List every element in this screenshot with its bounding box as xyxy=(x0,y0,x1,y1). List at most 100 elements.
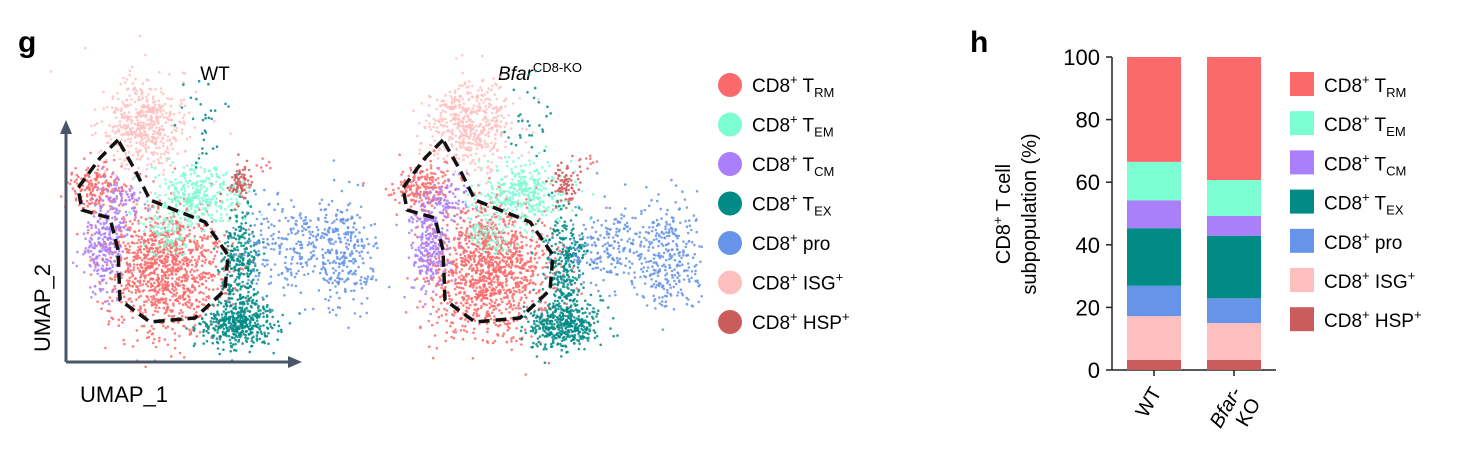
umap-point-ISG xyxy=(495,128,499,132)
umap-point-ISG xyxy=(504,105,507,108)
umap-point-pro xyxy=(356,183,360,187)
umap-point-TRM xyxy=(160,254,164,258)
umap-point-pro xyxy=(349,234,353,238)
umap-point-ISG xyxy=(110,106,114,109)
umap-point-ISG xyxy=(153,100,157,103)
umap-point-TRM xyxy=(494,323,498,327)
umap-point-pro xyxy=(323,278,326,282)
umap-point-pro xyxy=(335,291,339,295)
umap-point-HSP xyxy=(230,183,234,187)
umap-point-ISG xyxy=(473,133,477,137)
umap-point-pro xyxy=(256,278,260,282)
umap-point-ISG xyxy=(108,134,112,138)
umap-point-TEX xyxy=(224,312,228,316)
umap-point-pro xyxy=(307,226,310,229)
umap-point-TEM xyxy=(219,207,223,210)
umap-point-ISG xyxy=(152,120,155,123)
umap-point-ISG xyxy=(454,113,457,117)
umap-point-ISG xyxy=(463,134,467,137)
umap-point-TEM xyxy=(158,232,161,236)
umap-point-TRM xyxy=(171,254,175,257)
umap-point-ISG xyxy=(171,147,174,151)
umap-point-TRM xyxy=(455,271,458,275)
umap-point-pro xyxy=(365,278,369,281)
umap-point-ISG xyxy=(484,124,488,127)
umap-point-TEX xyxy=(236,248,240,252)
umap-point-TCM xyxy=(108,267,112,271)
umap-point-ISG xyxy=(185,137,189,141)
umap-point-TEM xyxy=(176,226,179,229)
umap-panel-0: WT xyxy=(49,34,391,369)
umap-point-TEM xyxy=(180,187,183,191)
umap-point-ISG xyxy=(129,144,133,148)
umap-point-TRM xyxy=(150,325,153,328)
umap-point-TEM xyxy=(193,171,196,175)
umap-point-TCM xyxy=(120,217,124,221)
umap-point-pro xyxy=(285,248,289,251)
umap-point-TCM xyxy=(96,272,99,276)
umap-point-ISG xyxy=(432,126,436,129)
umap-point-TEX xyxy=(253,257,256,260)
umap-point-TRM xyxy=(131,222,134,226)
umap-point-TRM xyxy=(155,250,159,253)
umap-point-ISG xyxy=(126,138,130,141)
umap-point-ISG xyxy=(166,97,169,100)
umap-point-TRM xyxy=(155,267,159,270)
umap-point-TCM xyxy=(95,231,98,234)
umap-point-ISG xyxy=(156,136,160,139)
umap-point-TRM xyxy=(493,315,496,318)
umap-point-pro xyxy=(369,223,373,227)
umap-point-ISG xyxy=(415,134,419,138)
umap-point-TRM xyxy=(511,297,515,300)
umap-point-TRM xyxy=(155,258,159,261)
umap-point-TEX xyxy=(236,320,240,323)
umap-point-TEX xyxy=(246,266,250,270)
umap-point-TEX xyxy=(240,226,243,230)
umap-point-TRM xyxy=(210,227,213,231)
umap-point-TRM xyxy=(144,225,148,229)
umap-point-pro xyxy=(365,280,368,284)
umap-point-TEX xyxy=(265,314,269,317)
umap-point-TRM xyxy=(120,276,123,280)
umap-point-TEX xyxy=(204,313,208,316)
umap-point-TRM xyxy=(178,275,181,279)
umap-point-TRM xyxy=(507,288,511,292)
umap-point-TRM xyxy=(465,299,469,302)
umap-point-TRM xyxy=(123,218,126,221)
umap-point-TRM xyxy=(150,237,153,241)
umap-point-ISG xyxy=(136,119,139,122)
umap-point-ISG xyxy=(486,171,489,175)
umap-point-ISG xyxy=(152,132,155,136)
umap-point-ISG xyxy=(119,138,123,142)
umap-point-TCM xyxy=(111,289,115,293)
umap-point-TRM xyxy=(464,283,467,287)
umap-point-TEM xyxy=(218,219,222,223)
umap-point-TEM xyxy=(208,169,212,172)
umap-point-ISG xyxy=(141,141,145,145)
umap-point-ISG xyxy=(139,149,143,152)
umap-point-pro xyxy=(331,281,334,285)
umap-point-TRM xyxy=(528,281,532,285)
umap-point-TRM xyxy=(131,251,134,255)
umap-point-ISG xyxy=(163,152,166,156)
umap-point-TEM xyxy=(170,184,174,187)
umap-point-ISG xyxy=(480,79,484,83)
umap-point-TEM xyxy=(194,196,197,199)
umap-point-pro xyxy=(358,231,361,234)
umap-point-TRM xyxy=(190,263,194,267)
umap-point-TRM xyxy=(166,305,170,309)
umap-point-ISG xyxy=(124,154,128,157)
umap-point-ISG xyxy=(496,109,500,113)
umap-point-TRM xyxy=(171,283,175,287)
umap-point-ISG xyxy=(152,160,156,163)
umap-point-TRM xyxy=(448,253,452,256)
umap-point-TEX xyxy=(194,161,198,164)
umap-point-TEM xyxy=(170,222,173,225)
umap-point-TRM xyxy=(144,207,147,210)
umap-point-pro xyxy=(341,261,344,265)
umap-point-TEX xyxy=(207,82,210,86)
umap-point-ISG xyxy=(458,137,462,140)
umap-point-pro xyxy=(335,214,338,217)
umap-point-ISG xyxy=(485,117,488,120)
umap-point-TCM xyxy=(100,205,104,209)
